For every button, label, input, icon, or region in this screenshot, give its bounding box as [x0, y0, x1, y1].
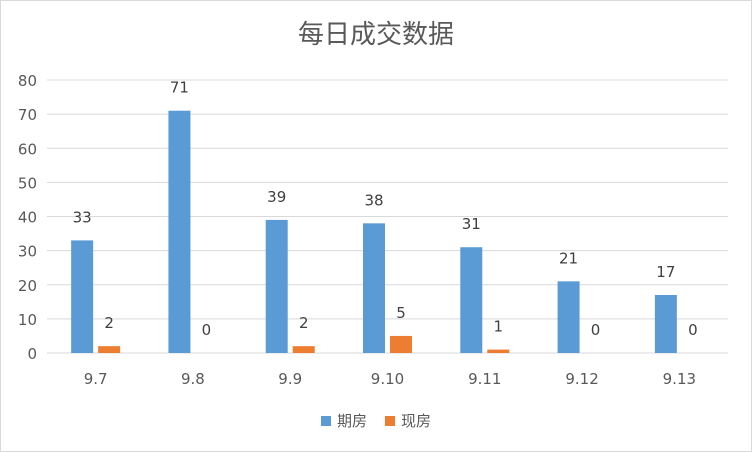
- x-tick-label: 9.7: [84, 370, 108, 388]
- bar-series1: [363, 223, 385, 353]
- data-label: 21: [559, 249, 578, 267]
- y-tick-label: 10: [18, 311, 37, 329]
- bar-series2: [487, 349, 510, 353]
- data-label: 2: [299, 314, 309, 332]
- legend-swatch: [385, 415, 395, 426]
- x-tick-label: 9.8: [181, 370, 205, 388]
- bar-series2: [98, 346, 121, 353]
- data-label: 31: [462, 215, 481, 233]
- data-label: 1: [494, 318, 504, 336]
- y-tick-label: 20: [18, 277, 37, 295]
- x-tick-label: 9.9: [278, 370, 302, 388]
- data-label: 71: [170, 79, 189, 97]
- bar-series1: [168, 110, 191, 354]
- data-label: 0: [688, 321, 698, 339]
- bar-series2: [292, 346, 315, 353]
- y-tick-label: 40: [18, 209, 37, 227]
- bar-series1: [71, 240, 94, 353]
- x-tick-label: 9.10: [371, 370, 404, 388]
- chart-title: 每日成交数据: [297, 20, 454, 50]
- bar-series1: [460, 247, 483, 353]
- data-label: 0: [202, 321, 212, 339]
- bar-series1: [654, 294, 677, 353]
- y-tick-label: 50: [18, 174, 37, 192]
- y-tick-label: 70: [18, 106, 37, 124]
- y-tick-label: 30: [18, 243, 37, 261]
- bar-series2: [390, 335, 412, 353]
- y-tick-label: 60: [18, 140, 37, 158]
- legend-label: 现房: [401, 412, 432, 430]
- bar-series1: [265, 219, 288, 353]
- x-tick-label: 9.11: [468, 370, 501, 388]
- data-label: 39: [267, 188, 286, 206]
- x-tick-label: 9.12: [565, 370, 598, 388]
- y-tick-label: 0: [27, 345, 37, 363]
- data-label: 17: [656, 263, 675, 281]
- bar-series1: [557, 281, 580, 353]
- x-tick-label: 9.13: [663, 370, 696, 388]
- legend-item: 现房: [385, 410, 431, 431]
- data-label: 33: [73, 208, 92, 226]
- data-label: 2: [104, 314, 114, 332]
- legend-item: 期房: [320, 410, 367, 431]
- data-label: 38: [364, 191, 383, 209]
- y-tick-label: 80: [18, 72, 37, 90]
- legend-swatch: [320, 415, 331, 426]
- legend: 期房 现房: [0, 410, 752, 431]
- data-label: 0: [591, 321, 601, 339]
- legend-label: 期房: [336, 412, 367, 430]
- data-label: 5: [396, 304, 406, 322]
